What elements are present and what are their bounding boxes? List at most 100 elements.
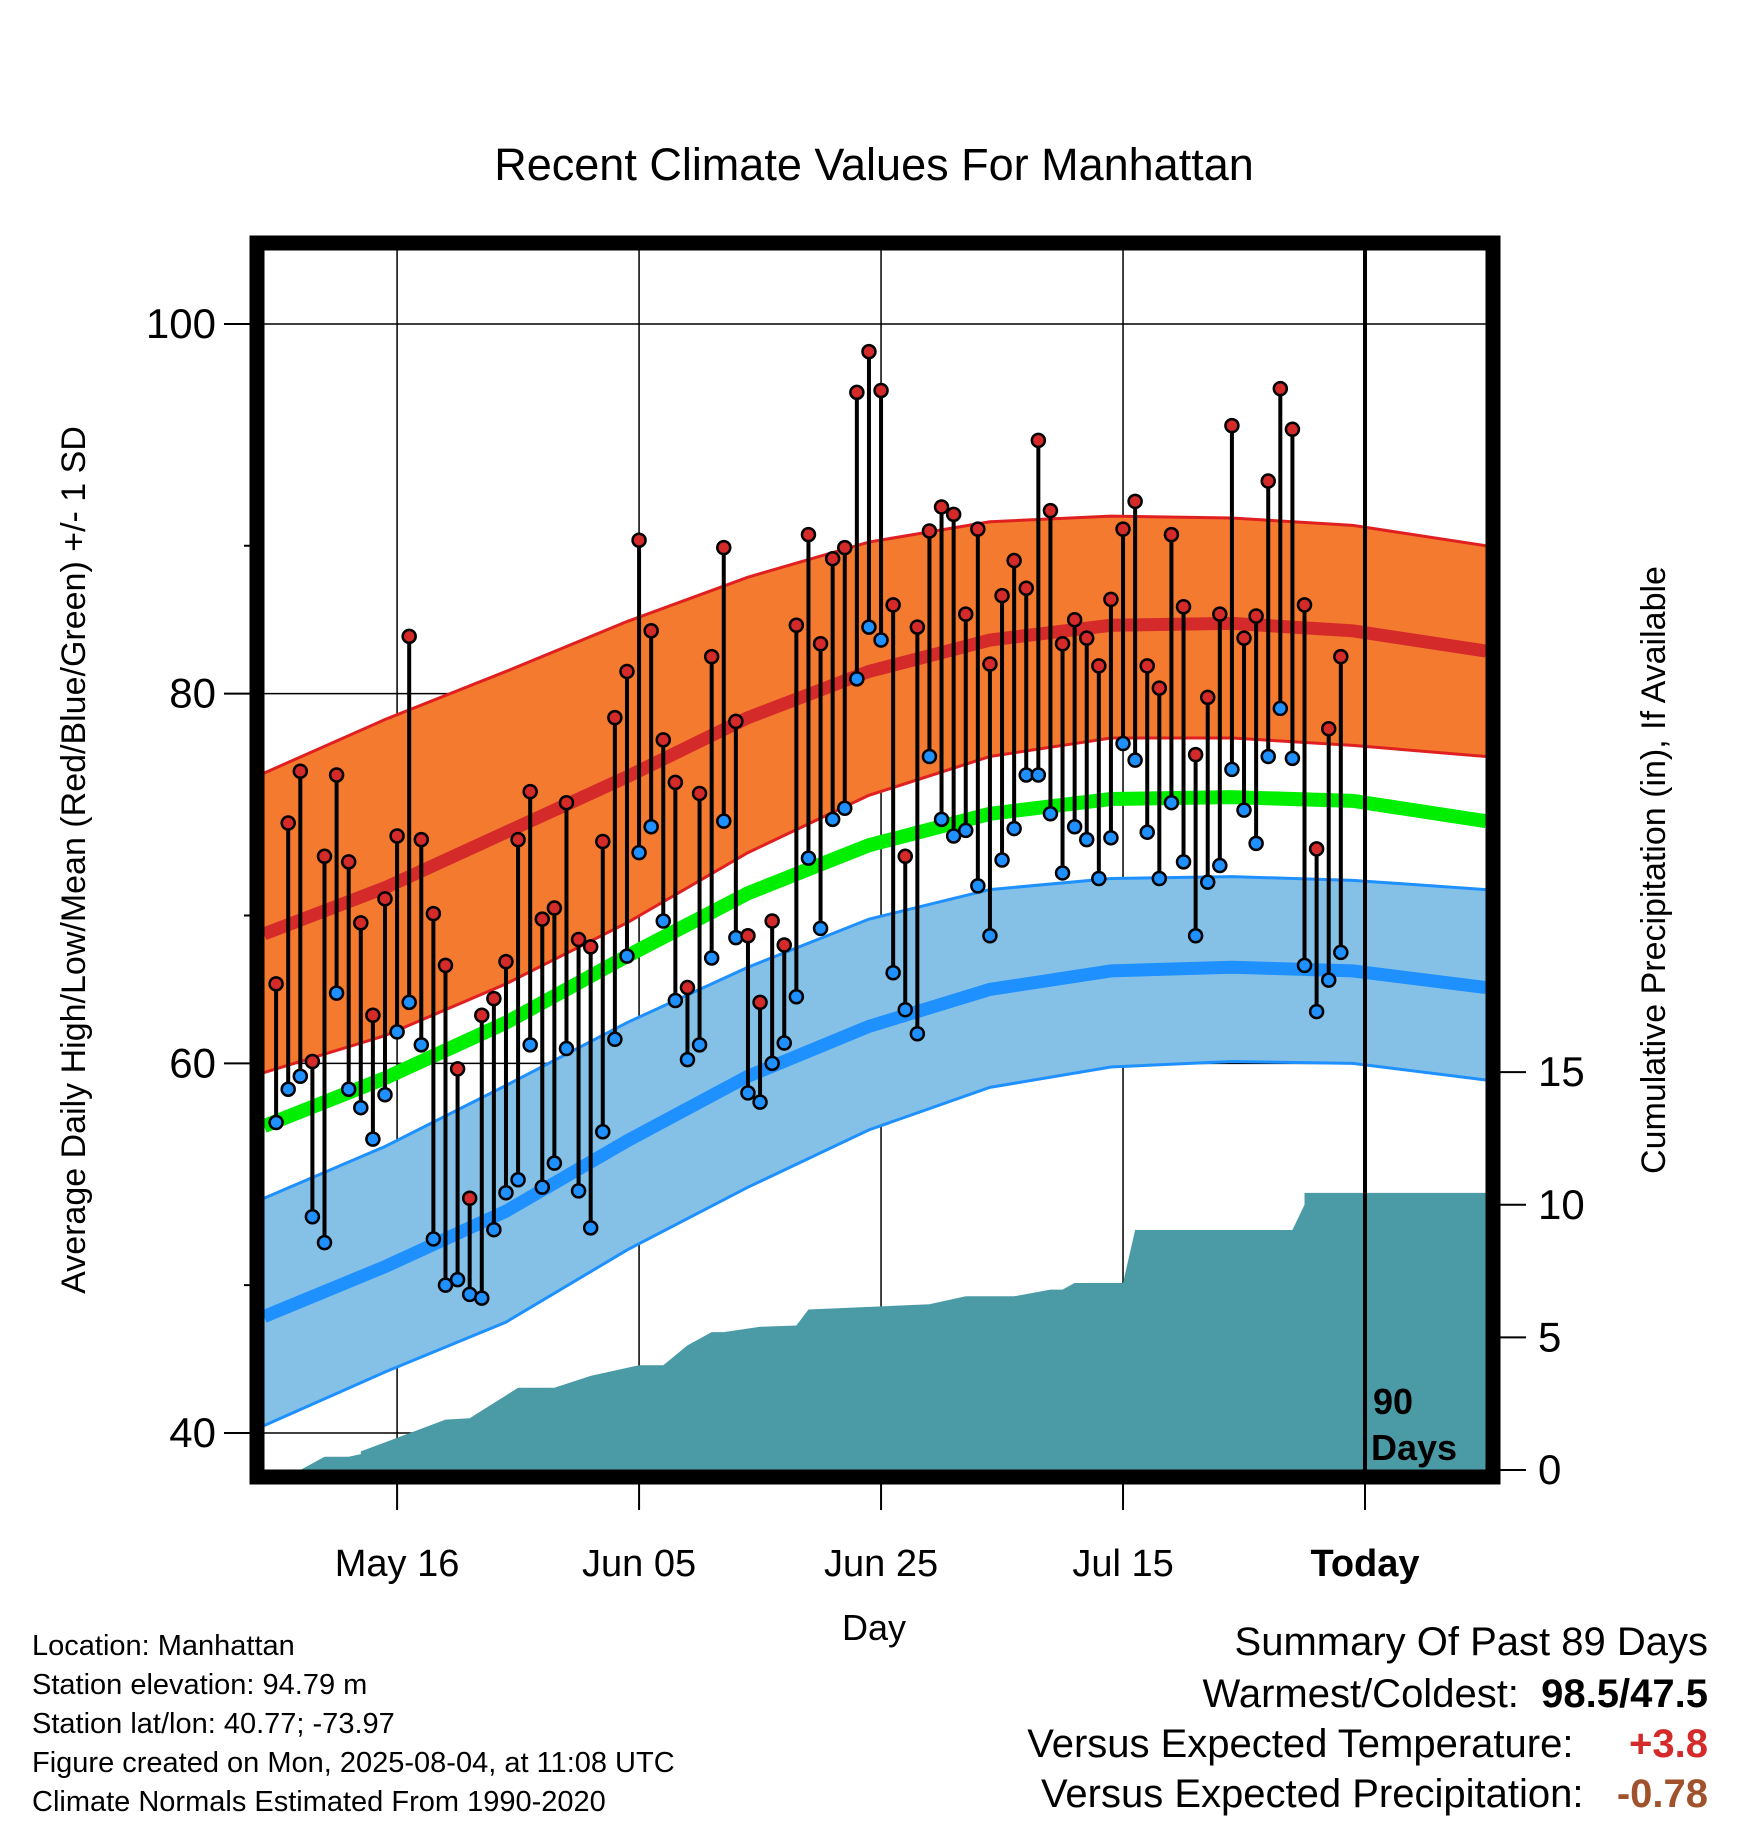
daily-high-point: [1212, 606, 1228, 622]
daily-low-point: [1320, 972, 1337, 988]
daily-low-point: [957, 822, 974, 839]
daily-low-point: [740, 1085, 756, 1101]
daily-low-point: [401, 994, 417, 1011]
daily-high-point: [655, 732, 672, 748]
daily-high-point: [474, 1007, 490, 1024]
summary-warm-cold: Warmest/Coldest: 98.5/47.5: [1203, 1672, 1708, 1717]
daily-high-point: [1042, 502, 1059, 519]
warmest-value: 98.5: [1541, 1672, 1620, 1716]
daily-low-point: [909, 1026, 926, 1042]
daily-high-point: [425, 905, 442, 922]
daily-high-point: [522, 783, 538, 800]
daily-low-point: [788, 989, 805, 1005]
warm-cold-slash: /: [1619, 1672, 1631, 1716]
daily-low-point: [764, 1055, 780, 1072]
low-upper-line: [264, 875, 1486, 1200]
daily-high-point: [340, 854, 357, 870]
daily-low-point: [824, 811, 841, 828]
daily-low-point: [353, 1099, 369, 1116]
daily-low-point: [365, 1131, 381, 1147]
daily-low-point: [1163, 794, 1180, 811]
y2-tick-label: 10: [1538, 1181, 1585, 1228]
daily-low-point: [631, 844, 647, 861]
high-lower-line: [264, 736, 1486, 1075]
precip-label: Versus Expected Precipitation:: [1040, 1772, 1584, 1816]
daily-low-point: [377, 1087, 393, 1103]
daily-low-point: [873, 632, 889, 648]
daily-low-point: [728, 929, 744, 946]
daily-low-point: [643, 818, 659, 835]
mean-normal-line: [264, 790, 1486, 1133]
daily-low-point: [970, 878, 986, 894]
daily-high-point: [1030, 432, 1047, 449]
daily-low-point: [945, 828, 962, 844]
daily-low-point: [1139, 824, 1155, 841]
daily-high-point: [1187, 746, 1204, 763]
daily-low-point: [994, 852, 1010, 868]
daily-low-point: [1296, 957, 1313, 974]
summary-temp: Versus Expected Temperature: +3.8: [1027, 1722, 1708, 1767]
daily-low-point: [595, 1123, 611, 1140]
daily-low-point: [1272, 700, 1289, 717]
daily-low-point: [534, 1179, 551, 1195]
daily-low-point: [437, 1277, 454, 1293]
y-tick-label: 60: [169, 1039, 216, 1086]
daily-high-point: [316, 848, 333, 865]
daily-low-point: [1030, 767, 1047, 783]
daily-low-point: [716, 813, 732, 829]
daily-low-point: [812, 920, 829, 937]
daily-low-point: [691, 1037, 708, 1053]
daily-low-point: [1199, 874, 1216, 890]
daily-high-point: [897, 848, 913, 865]
x-tick-label: Jul 15: [1072, 1543, 1173, 1585]
daily-high-point: [1163, 526, 1180, 543]
daily-high-point: [1054, 635, 1071, 652]
daily-low-point: [280, 1081, 296, 1097]
coldest-value: 47.5: [1630, 1672, 1708, 1716]
daily-low-point: [316, 1234, 333, 1251]
daily-low-point: [921, 748, 938, 765]
plot-frame: [249, 235, 1501, 1485]
precip-area: [300, 1192, 1486, 1470]
daily-high-point: [764, 913, 780, 929]
daily-low-point: [413, 1037, 430, 1053]
info-normals: Climate Normals Estimated From 1990-2020: [32, 1786, 606, 1818]
daily-high-point: [534, 911, 551, 927]
daily-low-point: [800, 850, 817, 866]
daily-high-point: [1151, 680, 1168, 696]
daily-high-point: [873, 382, 889, 399]
daily-low-point: [449, 1271, 466, 1288]
axes: 90 Days 40 60 80 100 0 5 10 15 May 16 Jun 05 Jun 25 J…: [146, 235, 1585, 1585]
daily-high-point: [353, 915, 369, 931]
daily-low-point: [268, 1114, 284, 1131]
daily-low-point: [292, 1068, 309, 1085]
daily-low-point: [776, 1035, 793, 1051]
summary-title: Summary Of Past 89 Days: [1234, 1620, 1708, 1664]
today-days-number: 90: [1373, 1381, 1413, 1422]
daily-high-point: [510, 831, 526, 848]
daily-high-point: [558, 794, 575, 811]
daily-high-point: [1320, 721, 1337, 737]
daily-low-point: [933, 811, 950, 828]
daily-low-point: [752, 1094, 768, 1110]
daily-high-point: [909, 619, 926, 635]
daily-high-point: [389, 828, 405, 844]
daily-high-point: [401, 628, 417, 645]
daily-high-point: [776, 937, 793, 953]
daily-low-point: [837, 800, 853, 816]
daily-high-point: [643, 623, 659, 639]
info-created: Figure created on Mon, 2025-08-04, at 11…: [32, 1747, 675, 1779]
daily-high-point: [437, 957, 454, 974]
info-location: Location: Manhattan: [32, 1630, 295, 1662]
low-lower-line: [264, 1059, 1486, 1428]
daily-high-point: [740, 928, 756, 944]
high-normal-line: [264, 616, 1486, 941]
daily-low-point: [304, 1209, 321, 1225]
daily-low-point: [607, 1031, 623, 1048]
low-normal-line: [264, 960, 1486, 1323]
y-tick-label: 100: [146, 300, 216, 347]
daily-high-point: [582, 939, 599, 955]
daily-low-point: [982, 928, 998, 944]
y2-tick-label: 15: [1538, 1048, 1585, 1095]
